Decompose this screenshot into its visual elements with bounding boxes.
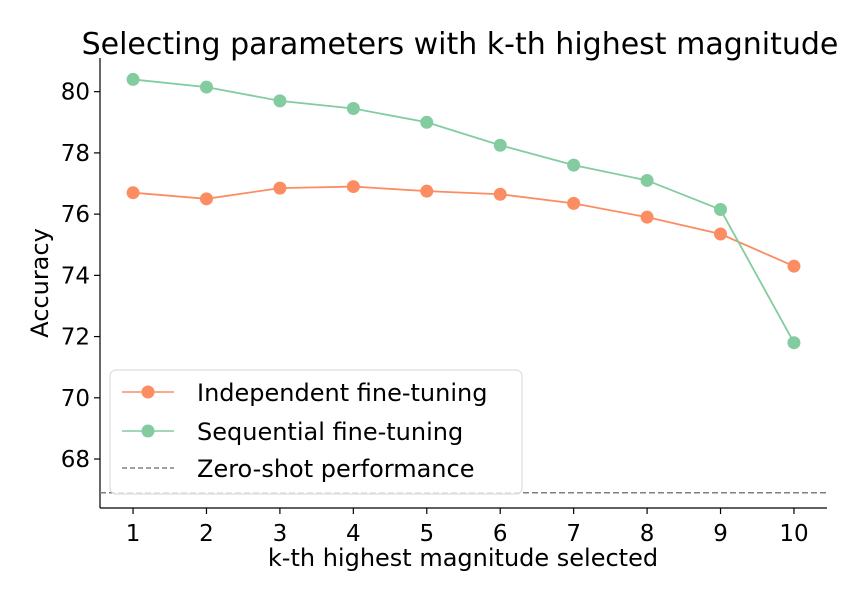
data-point-sequential-fine-tuning <box>420 115 434 129</box>
legend-marker-independent <box>141 385 155 399</box>
data-point-independent-fine-tuning <box>126 186 140 200</box>
data-point-sequential-fine-tuning <box>640 173 654 187</box>
data-point-sequential-fine-tuning <box>273 94 287 108</box>
data-point-sequential-fine-tuning <box>199 80 213 94</box>
data-point-independent-fine-tuning <box>787 259 801 273</box>
legend: Independent fine-tuning Sequential fine-… <box>109 369 523 495</box>
legend-label-sequential: Sequential fine-tuning <box>197 418 463 446</box>
data-point-sequential-fine-tuning <box>567 158 581 172</box>
data-point-independent-fine-tuning <box>640 210 654 224</box>
y-tick-label: 72 <box>61 325 90 351</box>
data-point-independent-fine-tuning <box>714 227 728 241</box>
data-point-sequential-fine-tuning <box>714 203 728 217</box>
legend-box <box>109 369 523 495</box>
x-tick-label: 10 <box>779 521 808 547</box>
x-tick-label: 5 <box>419 521 434 547</box>
x-tick-label: 2 <box>199 521 214 547</box>
data-point-sequential-fine-tuning <box>346 102 360 116</box>
y-tick-label: 78 <box>61 141 90 167</box>
x-axis-label: k-th highest magnitude selected <box>268 544 658 572</box>
x-tick-label: 3 <box>273 521 288 547</box>
y-tick-label: 74 <box>61 263 90 289</box>
y-tick-label: 80 <box>61 80 90 106</box>
series-line-independent-fine-tuning <box>132 185 795 267</box>
data-point-independent-fine-tuning <box>493 187 507 201</box>
y-tick-label: 68 <box>61 447 90 473</box>
x-tick-label: 6 <box>493 521 508 547</box>
x-ticks: 1 2 3 4 5 6 7 8 9 10 <box>126 508 809 547</box>
data-point-sequential-fine-tuning <box>493 138 507 152</box>
legend-marker-sequential <box>141 424 155 438</box>
series-line-sequential-fine-tuning <box>132 78 795 344</box>
x-tick-label: 8 <box>640 521 655 547</box>
data-point-independent-fine-tuning <box>273 181 287 195</box>
data-point-independent-fine-tuning <box>420 184 434 198</box>
data-point-sequential-fine-tuning <box>787 336 801 350</box>
data-point-sequential-fine-tuning <box>126 72 140 86</box>
data-point-independent-fine-tuning <box>346 180 360 194</box>
legend-label-zero-shot: Zero-shot performance <box>197 455 474 483</box>
x-tick-label: 1 <box>126 521 141 547</box>
y-ticks: 68 70 72 74 76 78 80 <box>61 80 100 473</box>
y-tick-label: 76 <box>61 202 90 228</box>
x-tick-label: 7 <box>566 521 581 547</box>
data-point-independent-fine-tuning <box>199 192 213 206</box>
series-group <box>126 72 801 350</box>
data-point-independent-fine-tuning <box>567 196 581 210</box>
axes <box>99 58 827 509</box>
y-tick-label: 70 <box>61 386 90 412</box>
chart-title: Selecting parameters with k-th highest m… <box>82 27 839 62</box>
legend-label-independent: Independent fine-tuning <box>197 379 487 407</box>
x-tick-label: 9 <box>713 521 728 547</box>
y-axis-label: Accuracy <box>26 228 54 338</box>
x-tick-label: 4 <box>346 521 361 547</box>
